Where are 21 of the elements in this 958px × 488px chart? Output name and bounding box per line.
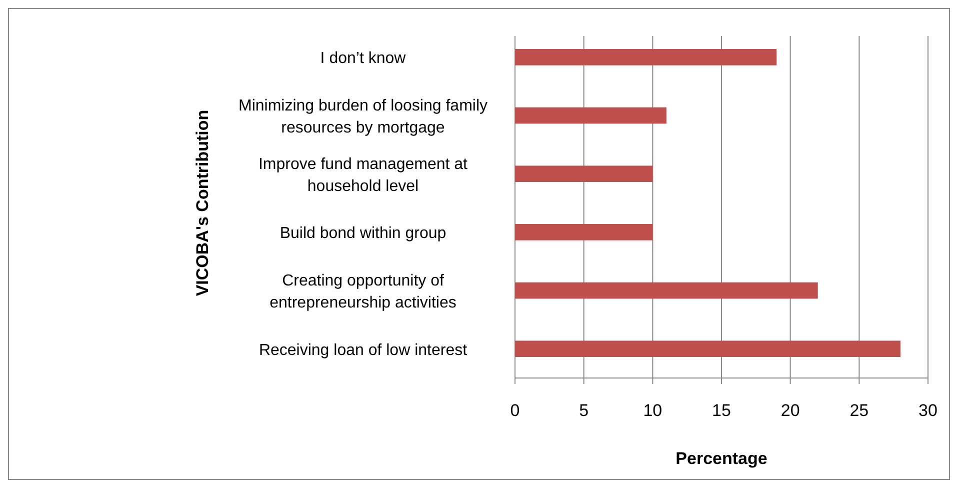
x-tick-label: 15 — [712, 401, 731, 420]
x-tick-label: 30 — [918, 401, 938, 420]
x-axis-title: Percentage — [676, 449, 768, 468]
bar — [515, 340, 900, 357]
y-tick-label: Creating opportunity of entrepreneurship activities — [270, 272, 456, 312]
y-tick-label: Minimizing burden of loosing family resources by mortgage — [238, 98, 488, 136]
y-tick-label: I don’t know — [320, 50, 406, 68]
bar — [515, 224, 653, 240]
x-tick-label: 0 — [510, 401, 520, 420]
x-tick-label: 20 — [780, 401, 800, 420]
y-axis-title: VICOBA's Contribution — [193, 110, 212, 296]
y-tick-label: Receiving loan of low interest — [258, 342, 468, 359]
y-tick-label: Improve fund management at household level — [258, 156, 468, 195]
y-tick-label: Build bond within group — [280, 225, 446, 242]
x-tick-label: 10 — [643, 401, 662, 420]
bar — [515, 166, 653, 182]
bar — [515, 49, 777, 66]
x-tick-label: 5 — [579, 401, 589, 420]
bar — [515, 282, 818, 299]
bar — [515, 107, 666, 124]
x-tick-label: 25 — [850, 401, 869, 420]
